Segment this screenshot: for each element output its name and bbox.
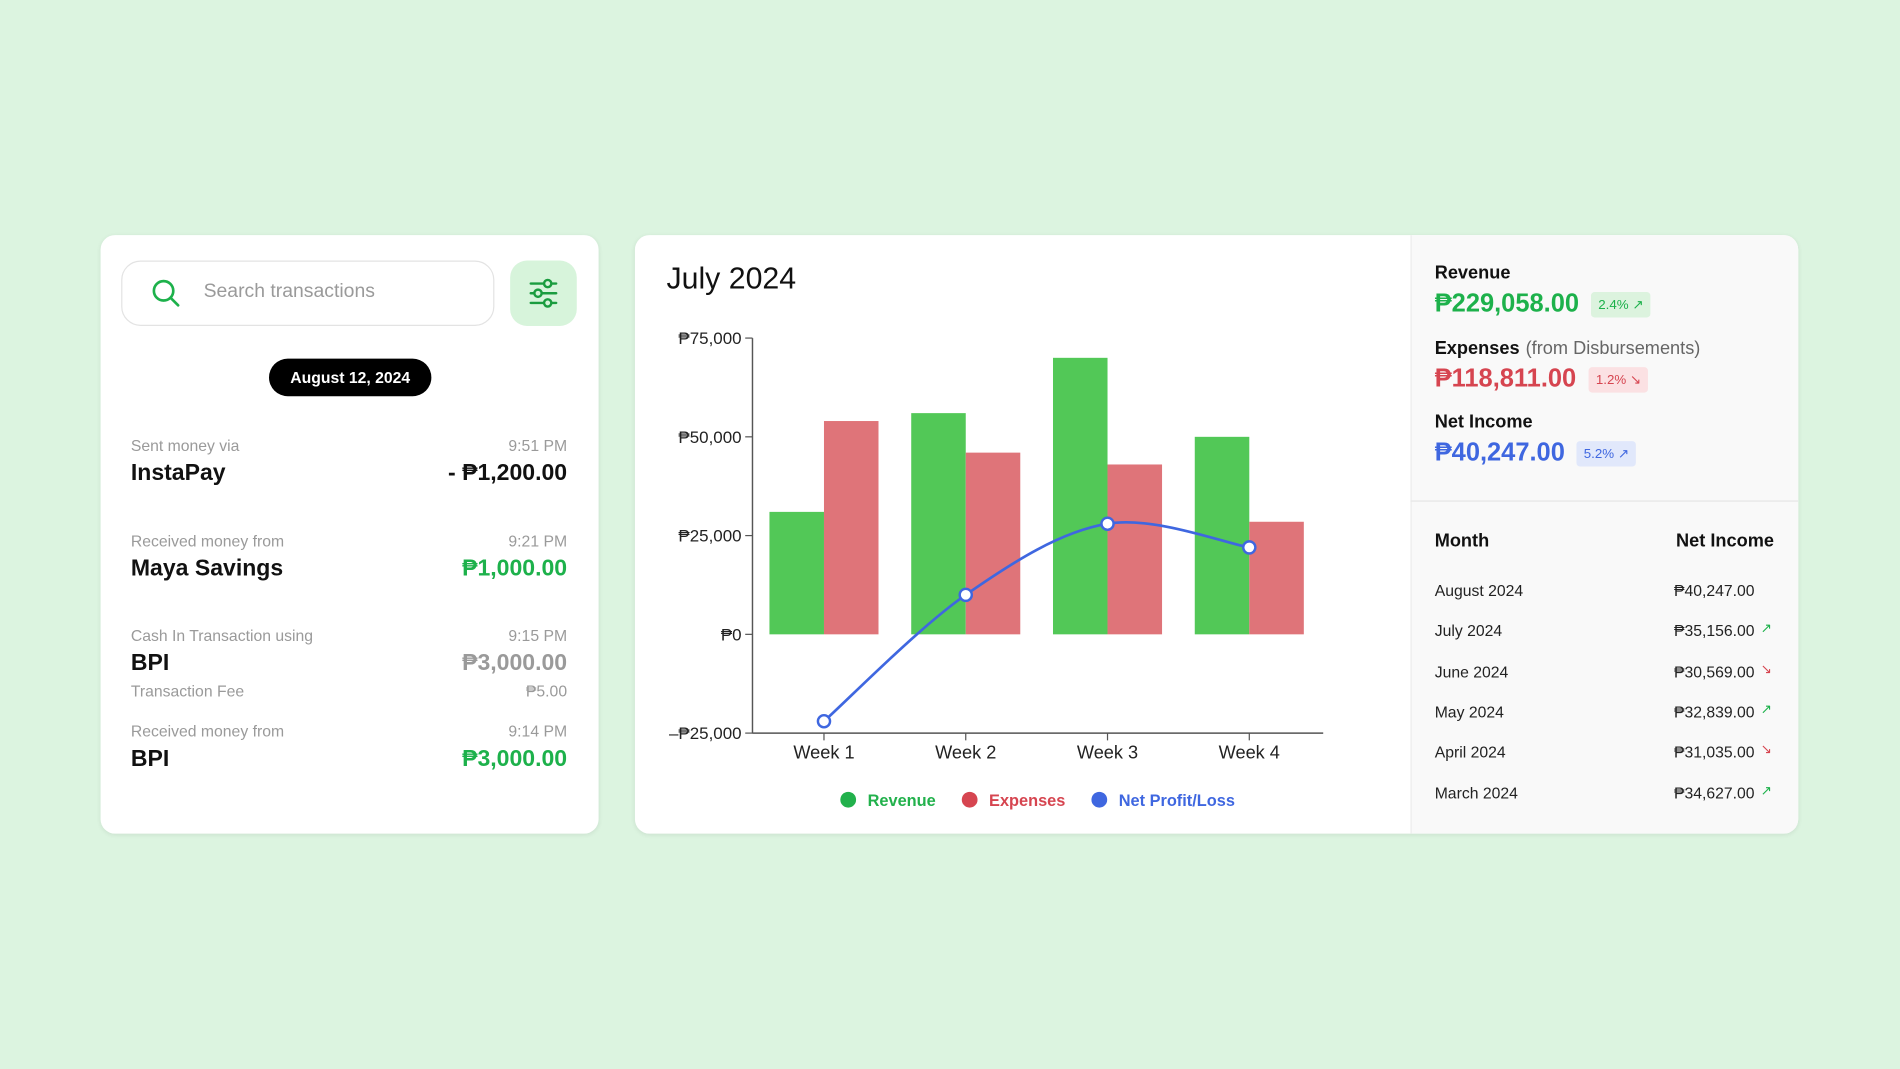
point [1242,540,1257,555]
summary-label: Net Income [1434,411,1533,433]
tx-amount: ₱1,000.00 [462,555,568,582]
tx-amount: - ₱1,200.00 [448,460,568,486]
month: July 2024 [1434,621,1503,641]
y-tick-label: ₱50,000 [678,428,741,447]
filter-button[interactable] [510,260,577,326]
summary-label: Revenue [1434,262,1511,284]
trend-arrow: ↘ [1760,662,1772,677]
point [816,713,832,729]
legend-label: Revenue [868,792,936,810]
y-tick-label: ₱75,000 [678,329,741,348]
legend-dot [840,791,857,808]
net-income: ₱34,627.00 [1673,783,1755,802]
line [823,521,1250,723]
date-pill: August 12, 2024 [269,358,432,397]
y-tick-label: ₱25,000 [678,527,741,546]
tx-fee: ₱5.00 [525,682,568,701]
tx-label: Received money from [130,721,285,740]
y-tick-label: –₱25,000 [669,724,742,743]
point [958,587,974,603]
bar [965,452,1021,635]
chart-title: July 2024 [666,261,797,296]
tx-name: BPI [130,745,170,772]
bar [769,511,824,635]
month: June 2024 [1434,662,1509,681]
x-tick-label: Week 2 [935,743,996,763]
trend-arrow: ↗ [1760,621,1772,637]
tx-time: 9:15 PM [508,626,568,645]
point [1100,516,1115,532]
x-tick-label: Week 1 [793,743,854,763]
tx-time: 9:14 PM [508,721,568,740]
tx-name: BPI [130,650,170,677]
net-income: ₱31,035.00 [1673,743,1755,762]
trend-arrow: ↘ [1760,743,1772,758]
net-income: ₱40,247.00 [1673,581,1755,600]
month: August 2024 [1434,581,1524,600]
search-box[interactable] [121,260,495,326]
tx-fee-label: Transaction Fee [130,682,245,701]
net-income: ₱30,569.00 [1673,662,1755,681]
trend-arrow: ↗ [1760,702,1772,718]
chart: –₱25,000 ₱0 ₱25,000 ₱50,000 ₱75,000 Week 1 Wee… [669,329,1324,810]
search-icon [152,279,180,307]
filter-icon [529,278,558,308]
bar [1249,521,1304,635]
bar [823,421,879,635]
summary-value: ₱118,811.00 [1434,364,1577,392]
month: May 2024 [1434,702,1504,721]
tx-amount: ₱3,000.00 [462,745,568,772]
net-income: ₱32,839.00 [1673,702,1755,721]
tx-amount: ₱3,000.00 [462,650,568,677]
summary-change: 5.2% ↗ [1576,441,1637,467]
legend-dot [1091,791,1108,808]
summary-change: 1.2% ↘ [1588,366,1649,392]
table-header: Net Income [1675,530,1774,552]
legend-dot [961,791,978,808]
tx-name: InstaPay [130,460,226,486]
tx-time: 9:51 PM [508,436,568,455]
legend-label: Expenses [989,792,1065,810]
legend-label: Net Profit/Loss [1119,792,1235,810]
x-tick-label: Week 3 [1077,743,1138,763]
x-tick-label: Week 4 [1219,743,1280,763]
tx-label: Sent money via [130,436,240,455]
tx-name: Maya Savings [130,555,284,582]
month: March 2024 [1434,783,1518,802]
table-header: Month [1434,530,1490,552]
side-panel [1410,235,1799,834]
bar [911,413,966,635]
summary-value: ₱40,247.00 [1434,438,1565,467]
tx-label: Received money from [130,531,285,550]
transactions-card [100,235,599,834]
tx-label: Cash In Transaction using [130,626,314,645]
summary-change: 2.4% ↗ [1591,292,1651,318]
bar [1107,464,1163,635]
month: April 2024 [1434,743,1506,762]
y-tick-label: ₱0 [721,625,742,644]
summary-label: Expenses (from Disbursements) [1434,337,1701,359]
bar [1052,357,1108,635]
divider [1410,500,1799,502]
tx-time: 9:21 PM [508,531,568,550]
summary-value: ₱229,058.00 [1434,289,1580,318]
net-income: ₱35,156.00 [1673,621,1755,641]
summary-note: (from Disbursements) [1525,337,1701,359]
search-placeholder: Search transactions [203,281,375,302]
trend-arrow: ↗ [1760,783,1772,798]
